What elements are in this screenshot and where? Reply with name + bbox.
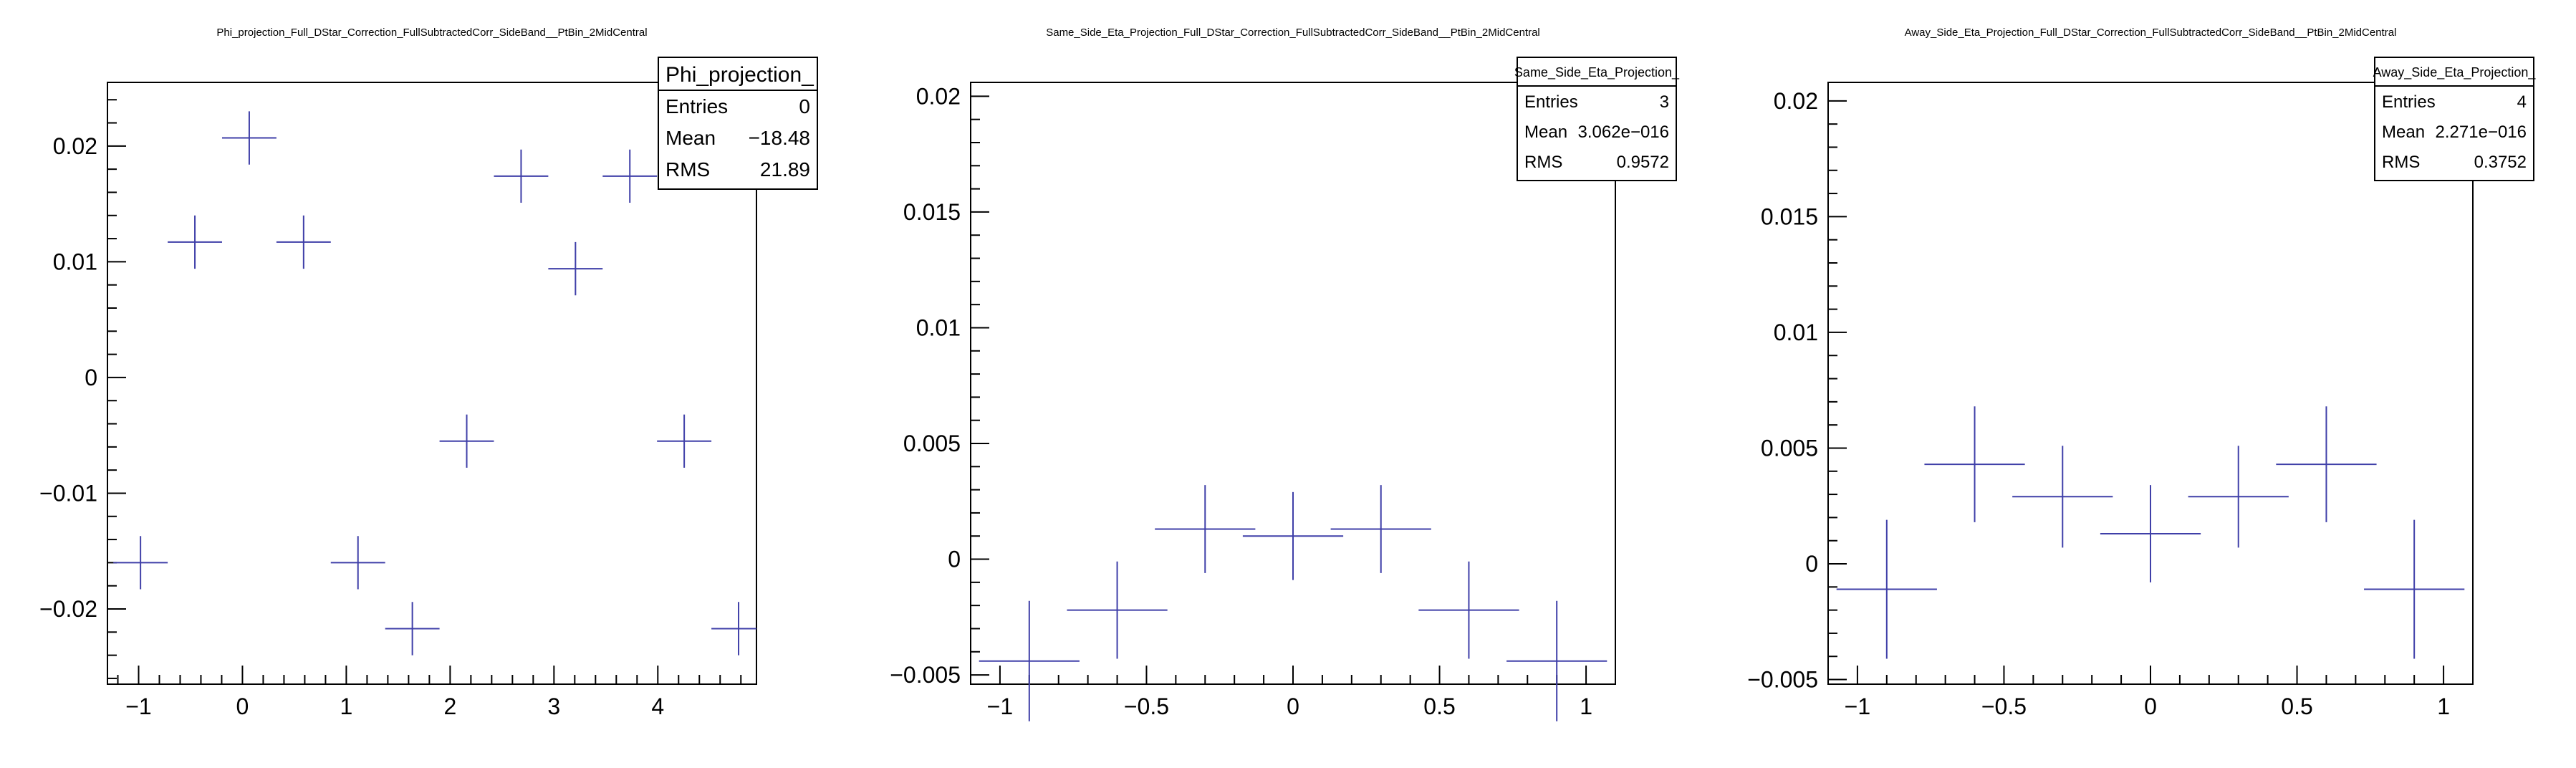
- y-tick-label: 0: [85, 365, 97, 390]
- stats-label: RMS: [665, 158, 710, 181]
- chart-title: Away_Side_Eta_Projection_Full_DStar_Corr…: [1905, 27, 2397, 39]
- stats-box-title: Phi_projection_: [665, 63, 814, 87]
- data-point: [1155, 485, 1256, 573]
- plot-frame: [107, 82, 757, 685]
- data-point: [657, 414, 712, 468]
- stats-box-frame: [658, 57, 818, 190]
- x-tick-label: 2: [443, 693, 456, 719]
- data-point: [168, 215, 222, 269]
- data-point: [711, 602, 756, 656]
- stats-box-title: Away_Side_Eta_Projection_: [2373, 65, 2537, 80]
- x-tick-label: −0.5: [1981, 693, 2027, 719]
- data-point: [221, 111, 277, 165]
- y-tick-label: 0.015: [1761, 203, 1818, 229]
- data-point: [1418, 561, 1519, 659]
- data-point: [1067, 561, 1168, 659]
- stats-label: Mean: [2382, 123, 2425, 142]
- stats-box-title: Same_Side_Eta_Projection_: [1514, 65, 1680, 80]
- data-point: [548, 241, 603, 296]
- data-point: [1836, 519, 1937, 659]
- data-point: [494, 149, 549, 203]
- stats-label: RMS: [1524, 153, 1562, 172]
- x-tick-label: 4: [651, 693, 664, 719]
- stats-value: 2.271e−016: [2436, 123, 2527, 142]
- y-tick-label: −0.01: [39, 480, 97, 506]
- stats-label: RMS: [2382, 153, 2420, 172]
- x-tick-label: −1: [987, 693, 1013, 719]
- x-tick-label: 1: [2437, 693, 2450, 719]
- y-tick-label: 0.01: [1774, 320, 1818, 345]
- chart-panel-3: Away_Side_Eta_Projection_Full_DStar_Corr…: [1747, 27, 2536, 719]
- x-tick-label: 0.5: [2281, 693, 2312, 719]
- chart-title: Same_Side_Eta_Projection_Full_DStar_Corr…: [1046, 27, 1540, 39]
- data-point: [2100, 485, 2201, 582]
- stats-value: −18.48: [749, 127, 810, 149]
- x-tick-label: 1: [1580, 693, 1592, 719]
- data-point: [113, 536, 168, 590]
- x-tick-label: 0: [2144, 693, 2157, 719]
- y-tick-label: 0.02: [1774, 88, 1818, 114]
- x-tick-label: 0.5: [1423, 693, 1455, 719]
- data-point: [2012, 446, 2113, 548]
- data-point: [602, 149, 658, 203]
- stats-box-frame: [1517, 57, 1677, 181]
- stats-label: Entries: [665, 95, 728, 117]
- y-tick-label: 0: [948, 547, 961, 572]
- stats-box: Away_Side_Eta_Projection_ Entries 4 Mean 2.2…: [2373, 57, 2537, 181]
- y-tick-label: −0.005: [890, 662, 961, 688]
- chart-title: Phi_projection_Full_DStar_Correction_Ful…: [216, 27, 647, 39]
- x-tick-label: −0.5: [1124, 693, 1169, 719]
- data-point: [1924, 406, 2025, 522]
- stats-label: Entries: [2382, 92, 2436, 112]
- x-tick-label: 0: [1287, 693, 1299, 719]
- data-point: [1506, 600, 1607, 721]
- stats-value: 0.3752: [2474, 153, 2527, 172]
- y-tick-label: 0.01: [53, 249, 97, 274]
- stats-label: Mean: [665, 127, 716, 149]
- stats-label: Mean: [1524, 123, 1567, 142]
- stats-box: Phi_projection_ Entries 0 Mean −18.48 RMS 21.8…: [658, 57, 818, 190]
- x-tick-label: −1: [125, 693, 151, 719]
- stats-value: 0: [799, 95, 810, 117]
- chart-panel-2: Same_Side_Eta_Projection_Full_DStar_Corr…: [890, 27, 1680, 721]
- stats-value: 3: [1660, 92, 1669, 112]
- data-point: [439, 414, 494, 468]
- data-point: [2364, 519, 2465, 659]
- y-tick-label: 0.005: [903, 431, 961, 456]
- data-point: [1242, 491, 1344, 580]
- stats-value: 3.062e−016: [1578, 123, 1669, 142]
- stats-value: 21.89: [760, 158, 810, 181]
- data-point: [385, 602, 440, 656]
- stats-box-frame: [2374, 57, 2534, 181]
- x-tick-label: 3: [547, 693, 560, 719]
- x-tick-label: 0: [236, 693, 249, 719]
- y-tick-label: −0.005: [1747, 667, 1818, 693]
- y-tick-label: −0.02: [39, 596, 97, 622]
- stats-value: 4: [2517, 92, 2527, 112]
- chart-panel-1: Phi_projection_Full_DStar_Correction_Ful…: [39, 27, 818, 719]
- data-point: [2276, 406, 2377, 522]
- data-point: [1330, 485, 1431, 573]
- data-point: [330, 536, 385, 590]
- x-tick-label: 1: [340, 693, 353, 719]
- stats-label: Entries: [1524, 92, 1578, 112]
- y-tick-label: 0.015: [903, 199, 961, 225]
- data-point: [2188, 446, 2289, 548]
- y-tick-label: 0: [1805, 551, 1818, 577]
- y-tick-label: 0.02: [916, 83, 961, 109]
- stats-box: Same_Side_Eta_Projection_ Entries 3 Mean 3.0…: [1514, 57, 1680, 181]
- data-point: [276, 215, 331, 269]
- y-tick-label: 0.02: [53, 133, 97, 159]
- y-tick-label: 0.01: [916, 315, 961, 340]
- y-tick-label: 0.005: [1761, 435, 1818, 461]
- stats-value: 0.9572: [1617, 153, 1669, 172]
- data-point: [979, 600, 1080, 721]
- x-tick-label: −1: [1845, 693, 1870, 719]
